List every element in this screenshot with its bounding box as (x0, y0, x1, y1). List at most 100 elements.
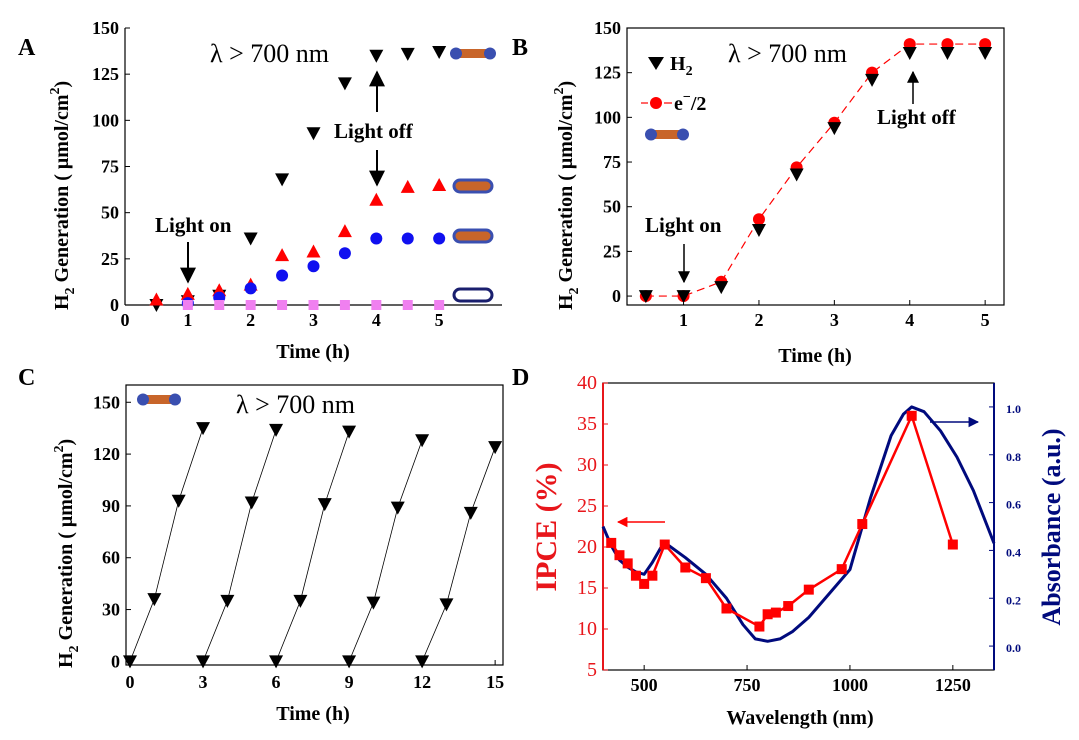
y-tick-label: 5 (587, 659, 597, 681)
panel-b-h2-point (676, 290, 691, 304)
panel-c-cycle-line (129, 428, 204, 662)
nanorod-icon (450, 47, 496, 60)
panel-b-h2-point (902, 47, 917, 61)
x-tick-label: 0 (126, 672, 135, 692)
y-tick-label: 35 (577, 413, 597, 435)
panel-a-point-square (371, 300, 382, 310)
y-tick-label: 125 (594, 63, 621, 83)
panel-d-ipce-point (614, 550, 625, 561)
x-tick-label: 4 (372, 310, 381, 330)
panel-c-cycle-line (348, 440, 423, 662)
panel-d-ipce-point (770, 607, 781, 618)
x-tick-label: 4 (905, 310, 914, 330)
panel-b-h2-point (751, 223, 766, 237)
panel-c-point (269, 423, 284, 437)
panel-b-x-ticks: 1 2 3 4 5 (679, 300, 990, 330)
panel-b-frame (626, 27, 1005, 306)
capped-rod-icon (452, 178, 494, 194)
panel-a-point-square (277, 300, 288, 310)
panel-d-ipce-point (754, 621, 765, 632)
panel-b-light-off-label: Light off (877, 105, 957, 129)
panel-c-point (196, 655, 211, 669)
panel-c-cycle-line (421, 447, 496, 662)
legend-e-marker (650, 97, 662, 109)
panel-c-point (439, 598, 454, 612)
panel-c-title: λ > 700 nm (236, 390, 355, 419)
y-tick-label: 0.6 (1006, 498, 1021, 512)
panel-d-ipce-point (947, 539, 958, 550)
legend-h2-label: H2 (670, 53, 693, 79)
panel-b-x-label: Time (h) (778, 345, 852, 367)
x-tick-label: 1 (679, 310, 688, 330)
panel-d-ipce-point (857, 519, 868, 530)
x-tick-label: 3 (199, 672, 208, 692)
panel-d-ipce-point (659, 539, 670, 550)
panel-a-point-up-triangle (149, 292, 164, 306)
y-tick-label: 10 (577, 618, 597, 640)
panel-c-point (415, 434, 430, 448)
y-tick-label: 0.8 (1006, 450, 1021, 464)
panel-b-title: λ > 700 nm (728, 39, 847, 68)
panel-a-point-square (214, 300, 225, 310)
panel-c-nanorod-icon (137, 393, 181, 406)
panel-b-y-label: H2 Generation ( μmol/cm2) (552, 81, 582, 310)
panel-c-point (342, 655, 357, 669)
panel-c-point (147, 593, 162, 607)
x-tick-label: 5 (981, 310, 990, 330)
panel-a-point-square (182, 300, 193, 310)
x-tick-label: 1250 (935, 675, 971, 695)
panel-a-point-down-triangle (337, 77, 352, 91)
panel-c-point (390, 501, 405, 515)
x-tick-label: 2 (246, 310, 255, 330)
panel-a-point-up-triangle (337, 224, 352, 238)
panel-b-e-point (752, 213, 765, 226)
panel-d-ipce-point (700, 573, 711, 584)
panel-c-point (366, 596, 381, 610)
y-tick-label: 40 (577, 372, 597, 394)
panel-d-ipce-point (606, 537, 617, 548)
panel-a-point-circle (244, 282, 257, 295)
panel-b-letter: B (512, 35, 528, 61)
panel-a-light-on-label: Light on (155, 213, 232, 237)
panel-b-h2-point (714, 281, 729, 295)
panel-d-ipce-point (836, 564, 847, 575)
panel-c-point (293, 594, 308, 608)
legend-h2-marker (648, 57, 664, 70)
y-tick-label: 125 (92, 64, 119, 84)
y-tick-label: 30 (577, 454, 597, 476)
panel-a-point-circle (307, 260, 320, 273)
panel-a-point-square (402, 300, 413, 310)
y-tick-label: 30 (102, 600, 120, 620)
panel-d-x-label: Wavelength (nm) (726, 707, 873, 729)
x-tick-label: 2 (754, 310, 763, 330)
y-tick-label: 0 (111, 651, 120, 671)
coated-rod-icon (452, 228, 494, 244)
panel-a-point-circle (401, 232, 414, 245)
panel-b-h2-point (789, 168, 804, 182)
panel-b-marks (638, 38, 993, 304)
panel-a-point-square (339, 300, 350, 310)
panel-c-point (415, 655, 430, 669)
panel-d-ipce-point (630, 570, 641, 581)
y-tick-label: 100 (92, 110, 119, 130)
panel-a-point-down-triangle (275, 173, 290, 187)
panel-a-y-ticks: 0 25 50 75 100 125 150 (92, 18, 130, 315)
panel-b-h2-point (827, 122, 842, 136)
y-tick-label: 15 (577, 577, 597, 599)
panel-b-h2-point (638, 290, 653, 304)
panel-d-letter: D (512, 365, 529, 391)
panel-a-point-square (434, 300, 445, 310)
panel-d-ipce-line (610, 412, 955, 629)
panel-c-point (463, 506, 478, 520)
panel-b: B 1 2 3 4 5 0 25 50 75 100 125 150 Time (h) H2 Gen… (512, 18, 1005, 367)
panel-d-ipce-point (622, 558, 633, 569)
x-tick-label: 1000 (832, 675, 868, 695)
panel-c-point (196, 422, 211, 436)
panel-c-point (244, 496, 259, 510)
y-tick-label: 150 (594, 18, 621, 38)
panel-d-absorbance-line (601, 405, 996, 643)
panel-a-point-up-triangle (432, 177, 447, 191)
hollow-rod-icon (452, 287, 494, 303)
